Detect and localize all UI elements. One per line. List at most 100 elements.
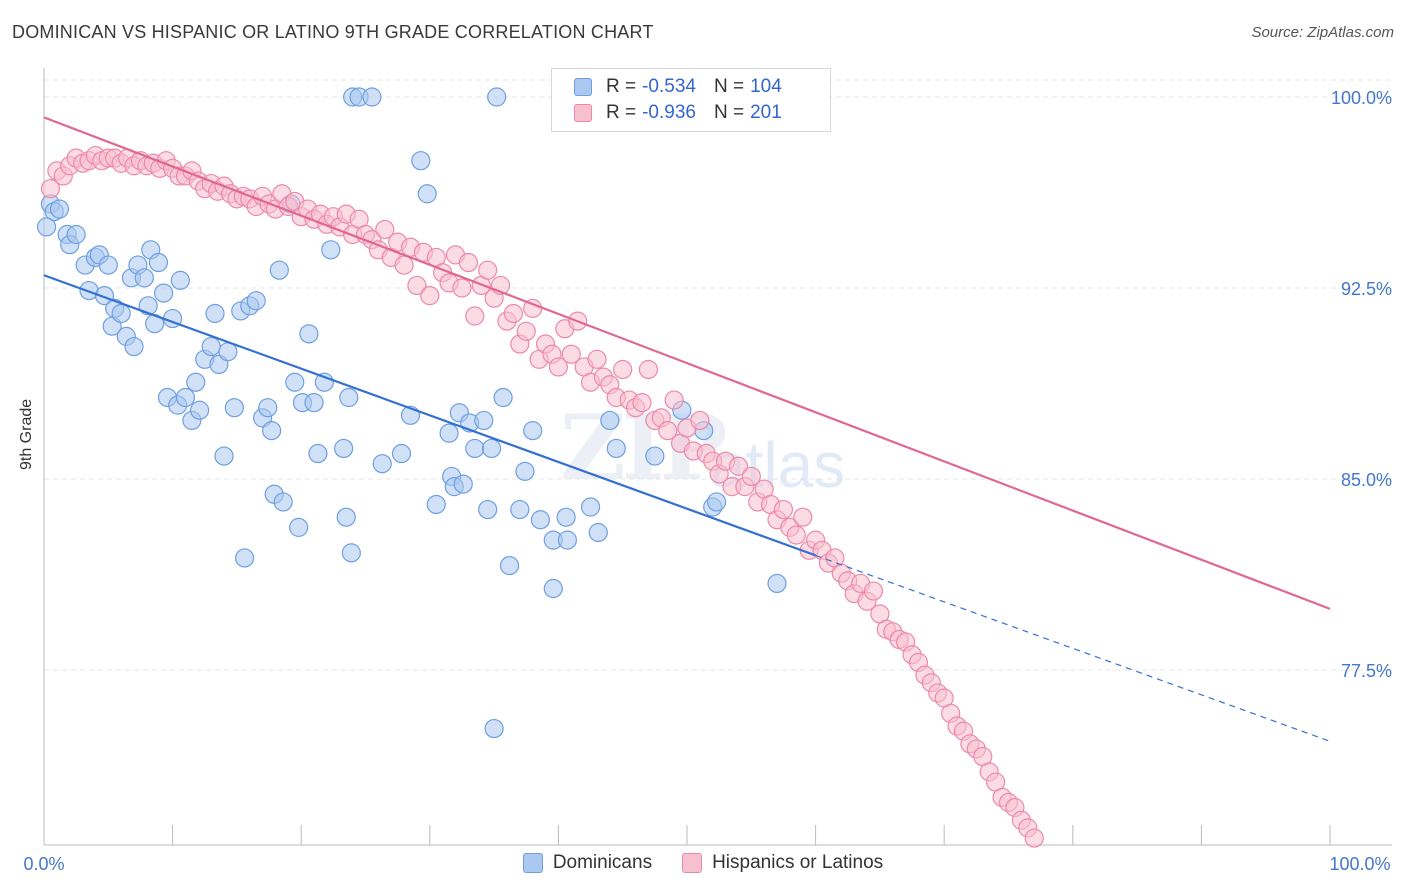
x-tick-label: 100.0% — [1329, 854, 1390, 874]
dominicans-point — [186, 372, 206, 392]
hispanics-point — [420, 286, 440, 306]
dominicans-point — [767, 573, 787, 594]
dominicans-point — [304, 393, 324, 413]
dominicans-point — [124, 336, 144, 357]
dominicans-point — [153, 283, 174, 303]
dominicans-point — [465, 438, 485, 459]
x-tick-label: 0.0% — [23, 854, 64, 874]
hispanics-point — [40, 179, 61, 199]
hispanics-point — [465, 306, 485, 326]
hispanics-point — [638, 359, 659, 380]
series-legend: Dominicans Hispanics or Latinos — [0, 852, 1406, 874]
dominicans-point — [372, 454, 392, 474]
legend-label-hispanics: Hispanics or Latinos — [712, 852, 884, 873]
hispanics-point — [587, 349, 607, 369]
dominicans-point — [148, 252, 169, 273]
legend-r-label: R = — [606, 76, 637, 97]
hispanics-point — [561, 344, 581, 364]
legend-n-value: 201 — [750, 102, 782, 123]
y-axis-label: 9th Grade — [18, 398, 35, 470]
hispanics-point — [664, 390, 684, 410]
dominicans-point — [600, 410, 620, 431]
dominicans-point — [170, 270, 190, 290]
dominicans-point — [308, 443, 328, 464]
legend-r-label: R = — [606, 102, 637, 123]
hispanics-point — [773, 499, 794, 520]
dominicans-point — [530, 510, 550, 530]
hispanics-point — [786, 525, 806, 545]
dominicans-point — [493, 387, 513, 408]
legend-r-value: -0.936 — [642, 102, 696, 123]
dominicans-point — [49, 199, 70, 219]
dominicans-point — [484, 718, 504, 739]
dominicans-point — [214, 446, 234, 466]
dominicans-point — [246, 291, 266, 311]
dominicans-point — [556, 507, 576, 527]
dominicans-point — [36, 217, 57, 237]
dominicans-point — [201, 336, 221, 357]
legend-row-hispanics: R = -0.936 N = 201 — [574, 100, 782, 126]
hispanics-point — [632, 393, 652, 413]
legend-n-label: N = — [713, 76, 745, 97]
dominicans-point — [391, 443, 412, 464]
dominicans-point — [362, 87, 382, 107]
dominicans-point — [111, 303, 131, 324]
dominicans-point — [190, 400, 210, 420]
legend-item-hispanics[interactable]: Hispanics or Latinos — [682, 852, 883, 874]
dominicans-point — [510, 499, 530, 520]
dominicans-point — [515, 461, 535, 481]
dominicans-point — [285, 372, 305, 392]
legend-n-label: N = — [713, 102, 745, 123]
hispanics-point — [516, 321, 536, 341]
hispanics-point — [863, 581, 884, 601]
dominicans-point — [321, 240, 341, 260]
hispanics-point — [503, 303, 523, 324]
dominicans-point — [543, 578, 563, 599]
legend-swatch-hispanics — [682, 853, 703, 873]
hispanics-point — [613, 359, 633, 380]
dominicans-point — [557, 530, 578, 550]
legend-row-dominicans: R = -0.534 N = 104 — [574, 74, 782, 100]
hispanics-point — [728, 456, 749, 476]
y-tick-label: 77.5% — [1341, 661, 1392, 681]
dominicans-point — [334, 438, 354, 459]
dominicans-point — [417, 184, 437, 204]
hispanics-point — [478, 260, 498, 280]
legend-swatch-dominicans — [574, 78, 592, 96]
dominicans-point — [478, 499, 498, 520]
dominicans-point — [706, 492, 727, 512]
legend-r-value: -0.534 — [642, 76, 696, 97]
hispanics-point — [548, 357, 569, 377]
correlation-legend: R = -0.534 N = 104 R = -0.936 N = 201 — [551, 68, 831, 132]
hispanics-point — [1024, 828, 1044, 848]
dominicans-point — [224, 398, 244, 418]
dominicans-point — [645, 446, 665, 466]
dominicans-point — [66, 224, 86, 245]
dominicans-point — [175, 387, 196, 408]
dominicans-point — [474, 410, 494, 431]
legend-swatch-dominicans — [522, 853, 543, 873]
source-label: Source: ZipAtlas.com — [1251, 24, 1394, 41]
dominicans-point — [588, 522, 608, 543]
dominicans-point — [262, 421, 282, 441]
legend-item-dominicans[interactable]: Dominicans — [522, 852, 653, 874]
dominicans-point — [299, 324, 319, 344]
dominicans-trend-line-extension — [815, 554, 1331, 742]
legend-n-value: 104 — [750, 76, 782, 97]
dominicans-point — [98, 255, 118, 275]
hispanics-trend-line — [43, 116, 1331, 610]
dominicans-point — [134, 268, 154, 288]
chart-title: DOMINICAN VS HISPANIC OR LATINO 9TH GRAD… — [12, 22, 654, 42]
dominicans-point — [453, 474, 473, 494]
y-tick-label: 92.5% — [1341, 279, 1392, 299]
hispanics-point — [394, 255, 414, 275]
dominicans-point — [269, 260, 289, 280]
dominicans-point — [258, 398, 278, 418]
legend-label-dominicans: Dominicans — [552, 852, 653, 873]
hispanics-point — [741, 466, 761, 487]
dominicans-point — [339, 387, 359, 408]
dominicans-point — [580, 497, 601, 517]
legend-swatch-hispanics — [574, 104, 592, 122]
dominicans-point — [273, 492, 293, 512]
